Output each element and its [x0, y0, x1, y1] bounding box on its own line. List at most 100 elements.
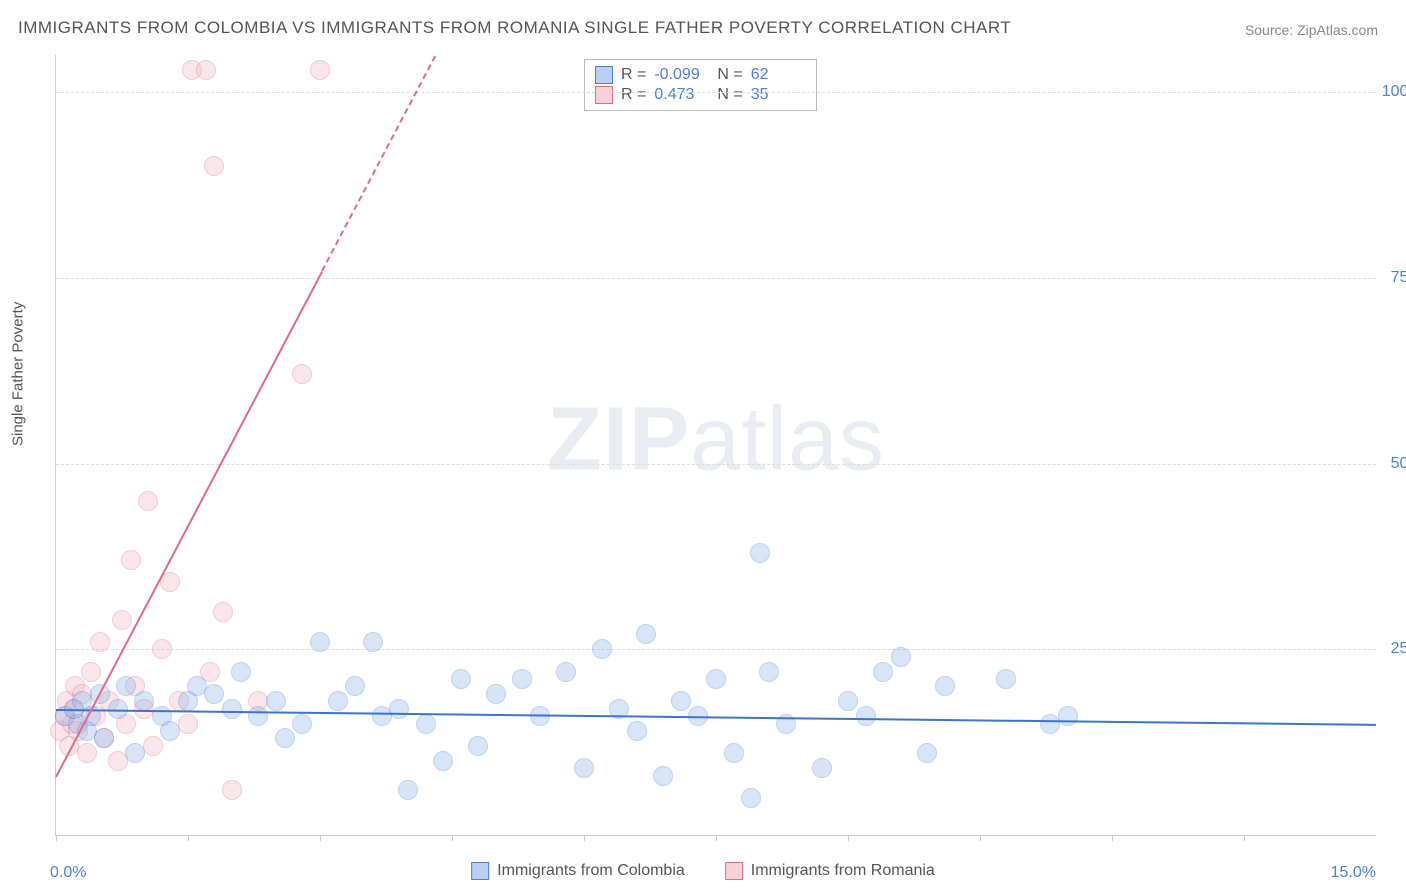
- bottom-legend: Immigrants from Colombia Immigrants from…: [471, 862, 935, 880]
- stats-row-colombia: R = -0.099 N = 62: [595, 66, 806, 84]
- n-label: N =: [717, 66, 742, 84]
- gridline: [56, 278, 1376, 279]
- colombia-point: [812, 758, 832, 778]
- romania-point: [178, 714, 198, 734]
- romania-point: [213, 602, 233, 622]
- colombia-point: [741, 788, 761, 808]
- r-label: R =: [621, 86, 646, 104]
- colombia-point: [310, 632, 330, 652]
- n-label: N =: [717, 86, 742, 104]
- x-tick: [716, 835, 717, 841]
- y-tick-label: 25.0%: [1391, 640, 1406, 658]
- romania-point: [121, 550, 141, 570]
- x-axis-min-label: 0.0%: [50, 864, 86, 882]
- romania-point: [112, 610, 132, 630]
- colombia-point: [750, 543, 770, 563]
- romania-point: [143, 736, 163, 756]
- stats-swatch-colombia: [595, 66, 613, 84]
- source-label: Source: ZipAtlas.com: [1245, 22, 1378, 38]
- r-value-romania: 0.473: [654, 86, 709, 104]
- romania-point: [152, 639, 172, 659]
- colombia-point: [275, 728, 295, 748]
- colombia-point: [856, 706, 876, 726]
- stats-row-romania: R = 0.473 N = 35: [595, 86, 806, 104]
- colombia-point: [996, 669, 1016, 689]
- colombia-point: [389, 699, 409, 719]
- colombia-point: [724, 743, 744, 763]
- colombia-point: [328, 691, 348, 711]
- colombia-point: [759, 662, 779, 682]
- colombia-point: [556, 662, 576, 682]
- colombia-point: [636, 624, 656, 644]
- x-tick: [584, 835, 585, 841]
- stats-swatch-romania: [595, 86, 613, 104]
- romania-point: [81, 662, 101, 682]
- n-value-romania: 35: [751, 86, 806, 104]
- colombia-point: [706, 669, 726, 689]
- x-tick: [1244, 835, 1245, 841]
- colombia-point: [627, 721, 647, 741]
- correlation-stats-box: R = -0.099 N = 62 R = 0.473 N = 35: [584, 59, 817, 111]
- watermark-zip: ZIP: [547, 389, 690, 489]
- x-tick: [188, 835, 189, 841]
- legend-label-colombia: Immigrants from Colombia: [497, 862, 685, 880]
- colombia-point: [891, 647, 911, 667]
- romania-point: [310, 60, 330, 80]
- colombia-point: [574, 758, 594, 778]
- y-tick-label: 50.0%: [1391, 455, 1406, 473]
- colombia-point: [134, 691, 154, 711]
- y-axis-label: Single Father Poverty: [10, 302, 27, 446]
- r-value-colombia: -0.099: [654, 66, 709, 84]
- colombia-point: [592, 639, 612, 659]
- romania-point: [160, 572, 180, 592]
- colombia-point: [512, 669, 532, 689]
- colombia-point: [160, 721, 180, 741]
- x-axis-max-label: 15.0%: [1331, 864, 1376, 882]
- romania-point: [204, 156, 224, 176]
- colombia-point: [266, 691, 286, 711]
- colombia-point: [94, 728, 114, 748]
- colombia-point: [292, 714, 312, 734]
- gridline: [56, 464, 1376, 465]
- legend-label-romania: Immigrants from Romania: [751, 862, 935, 880]
- watermark-atlas: atlas: [690, 389, 885, 489]
- colombia-point: [345, 676, 365, 696]
- colombia-point: [917, 743, 937, 763]
- romania-point: [196, 60, 216, 80]
- watermark: ZIPatlas: [547, 388, 885, 491]
- gridline: [56, 92, 1376, 93]
- chart-title: IMMIGRANTS FROM COLOMBIA VS IMMIGRANTS F…: [18, 18, 1011, 38]
- colombia-point: [468, 736, 488, 756]
- romania-point: [77, 743, 97, 763]
- colombia-point: [451, 669, 471, 689]
- colombia-point: [433, 751, 453, 771]
- colombia-point: [671, 691, 691, 711]
- colombia-point: [486, 684, 506, 704]
- legend-swatch-colombia: [471, 862, 489, 880]
- colombia-point: [838, 691, 858, 711]
- r-label: R =: [621, 66, 646, 84]
- colombia-point: [204, 684, 224, 704]
- x-tick: [320, 835, 321, 841]
- colombia-point: [653, 766, 673, 786]
- colombia-point: [935, 676, 955, 696]
- colombia-point: [231, 662, 251, 682]
- x-tick: [980, 835, 981, 841]
- romania-point: [292, 364, 312, 384]
- x-tick: [1112, 835, 1113, 841]
- colombia-point: [873, 662, 893, 682]
- x-tick: [452, 835, 453, 841]
- romania-point: [138, 491, 158, 511]
- trendline-romania-dashed: [321, 56, 436, 272]
- colombia-point: [1058, 706, 1078, 726]
- colombia-point: [363, 632, 383, 652]
- colombia-point: [125, 743, 145, 763]
- n-value-colombia: 62: [751, 66, 806, 84]
- y-tick-label: 75.0%: [1391, 269, 1406, 287]
- gridline: [56, 649, 1376, 650]
- x-tick: [56, 835, 57, 841]
- romania-point: [90, 632, 110, 652]
- colombia-point: [222, 699, 242, 719]
- colombia-point: [248, 706, 268, 726]
- legend-item-colombia: Immigrants from Colombia: [471, 862, 685, 880]
